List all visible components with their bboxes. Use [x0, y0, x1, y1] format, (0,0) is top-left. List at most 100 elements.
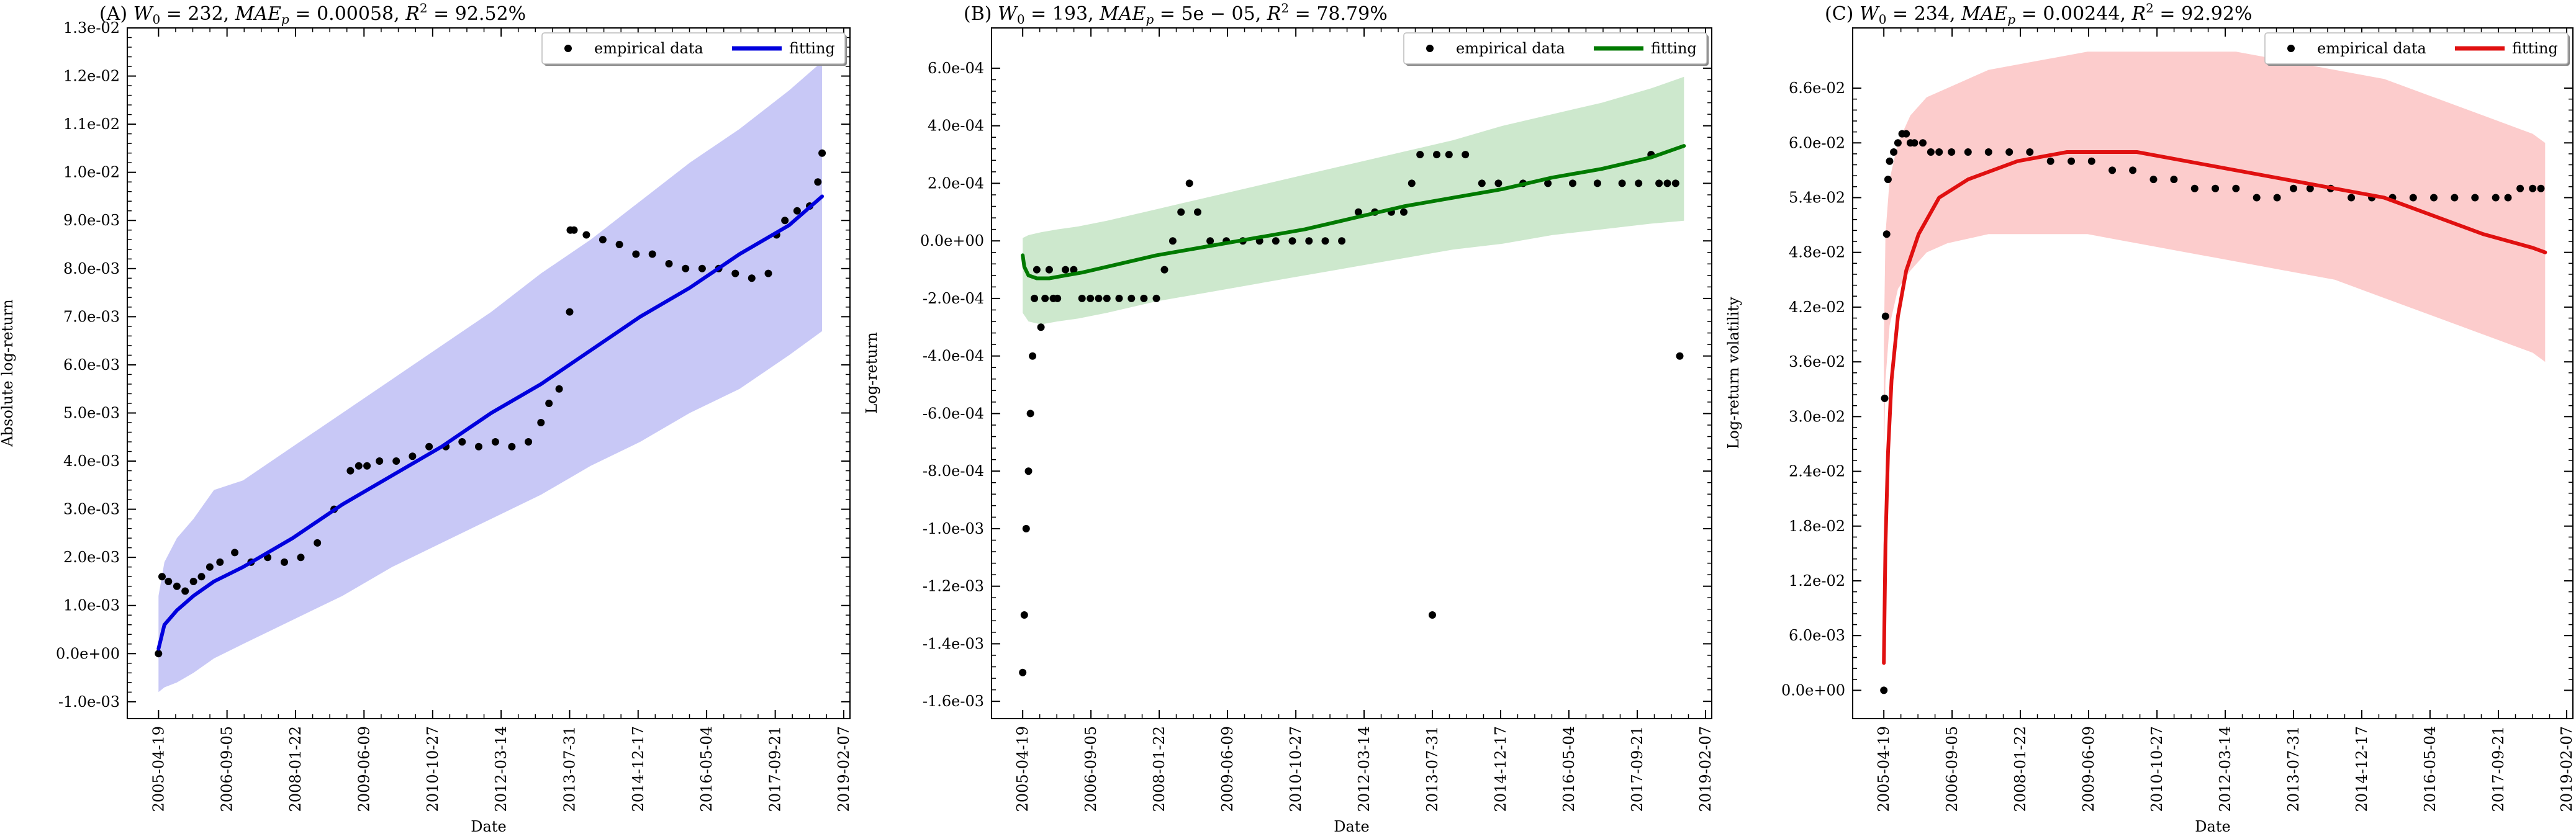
x-tick-label-b: 2019-02-07 [1697, 726, 1714, 812]
data-point-b [1054, 294, 1062, 302]
data-point-b [1593, 179, 1601, 187]
x-tick-label-c: 2016-05-04 [2421, 726, 2439, 812]
data-point-b [1078, 294, 1086, 302]
chart-title-b: (B) W0 = 193, MAEp = 5e − 05, R2 = 78.79… [964, 1, 1388, 27]
x-tick-label-a: 2019-02-07 [835, 726, 852, 812]
x-tick-label-a: 2010-10-27 [424, 726, 441, 812]
data-point-a [555, 385, 563, 393]
data-point-a [281, 558, 288, 566]
data-point-a [781, 217, 789, 225]
data-point-c [2492, 194, 2500, 202]
data-point-b [1045, 266, 1053, 274]
legend-marker-data-a [564, 45, 572, 52]
x-tick-label-b: 2005-04-19 [1014, 726, 1031, 812]
data-point-a [491, 438, 499, 446]
y-tick-label-c: 5.4e-02 [1789, 189, 1845, 206]
x-tick-label-a: 2006-09-05 [219, 726, 236, 812]
data-point-b [1160, 266, 1168, 274]
fit-line-b [1021, 144, 1686, 280]
y-tick-label-a: 8.0e-03 [63, 260, 120, 277]
data-point-c [2046, 157, 2054, 165]
data-point-a [508, 442, 516, 451]
data-point-a [764, 269, 772, 277]
x-tick-label-c: 2013-07-31 [2285, 726, 2302, 812]
data-point-b [1020, 611, 1028, 619]
data-point-b [1026, 410, 1034, 418]
data-point-c [1886, 157, 1894, 165]
data-point-a [346, 467, 355, 475]
data-point-a [525, 438, 533, 446]
data-point-b [1033, 266, 1041, 274]
data-point-c [1948, 148, 1956, 156]
data-point-c [2087, 157, 2095, 165]
data-point-a [363, 462, 371, 470]
data-point-b [1305, 237, 1313, 245]
y-tick-label-c: 4.2e-02 [1789, 298, 1845, 316]
legend-marker-data-c [2287, 45, 2295, 52]
data-point-c [1880, 686, 1888, 694]
y-tick-label-c: 1.8e-02 [1789, 518, 1845, 535]
data-point-b [1400, 208, 1408, 216]
x-tick-label-a: 2013-07-31 [561, 726, 578, 812]
data-point-c [1935, 148, 1943, 156]
data-point-a [197, 573, 206, 581]
data-point-b [1272, 237, 1280, 245]
data-point-b [1062, 266, 1070, 274]
x-tick-label-c: 2006-09-05 [1943, 726, 1961, 812]
data-point-c [2306, 184, 2314, 192]
data-point-b [1128, 294, 1136, 302]
data-point-a [632, 250, 640, 258]
x-axis-label-b: Date [1334, 818, 1369, 835]
y-axis-label-a: Absolute log-return [0, 299, 16, 447]
data-point-c [1881, 394, 1889, 402]
data-point-b [1029, 352, 1037, 360]
y-tick-label-a: 1.1e-02 [63, 115, 120, 133]
data-point-b [1445, 151, 1453, 159]
y-tick-label-a: 4.0e-03 [63, 452, 120, 470]
x-tick-label-c: 2010-10-27 [2148, 726, 2166, 812]
y-tick-label-c: 3.6e-02 [1789, 353, 1845, 370]
data-point-c [2409, 194, 2417, 202]
y-tick-label-b: -6.0e-04 [923, 405, 984, 422]
data-point-b [1321, 237, 1329, 245]
y-tick-label-a: 3.0e-03 [63, 501, 120, 518]
y-axis-label-b: Log-return [863, 332, 880, 414]
y-tick-label-a: 0.0e+00 [56, 645, 120, 662]
data-point-c [2026, 148, 2034, 156]
data-point-a [297, 554, 305, 562]
data-point-c [1890, 148, 1898, 156]
x-tick-label-c: 2012-03-14 [2217, 726, 2234, 812]
data-point-c [1927, 148, 1935, 156]
data-point-b [1663, 179, 1671, 187]
plot-frame-a [127, 27, 851, 719]
data-point-c [2471, 194, 2479, 202]
data-point-c [2108, 166, 2117, 174]
data-point-a [189, 578, 197, 585]
y-tick-label-a: 5.0e-03 [63, 404, 120, 421]
data-point-b [1140, 294, 1148, 302]
data-point-a [545, 400, 553, 407]
data-point-b [1338, 237, 1346, 245]
y-tick-label-b: 6.0e-04 [928, 60, 984, 77]
x-tick-label-b: 2010-10-27 [1287, 726, 1304, 812]
y-tick-label-a: 1.2e-02 [63, 68, 120, 85]
x-axis-label-c: Date [2195, 818, 2230, 835]
confidence-band-b [1023, 76, 1684, 325]
data-point-b [1494, 179, 1503, 187]
data-point-c [2170, 176, 2178, 184]
data-point-a [392, 457, 400, 465]
x-tick-label-c: 2008-01-22 [2012, 726, 2029, 812]
data-point-a [537, 419, 545, 426]
data-point-a [216, 558, 224, 566]
data-point-b [1288, 237, 1296, 245]
y-tick-label-c: 6.6e-02 [1789, 79, 1845, 97]
data-point-c [2068, 157, 2076, 165]
chart-panel-c: (C) W0 = 234, MAEp = 0.00244, R2 = 92.92… [1725, 1, 2575, 835]
chart-panel-b: (B) W0 = 193, MAEp = 5e − 05, R2 = 78.79… [863, 1, 1714, 835]
y-tick-label-b: -1.4e-03 [923, 635, 984, 652]
y-tick-label-a: 1.0e-02 [63, 164, 120, 181]
data-point-a [814, 178, 822, 186]
x-tick-label-a: 2008-01-22 [287, 726, 304, 812]
fit-line-c [1882, 150, 2547, 665]
data-point-b [1635, 179, 1643, 187]
